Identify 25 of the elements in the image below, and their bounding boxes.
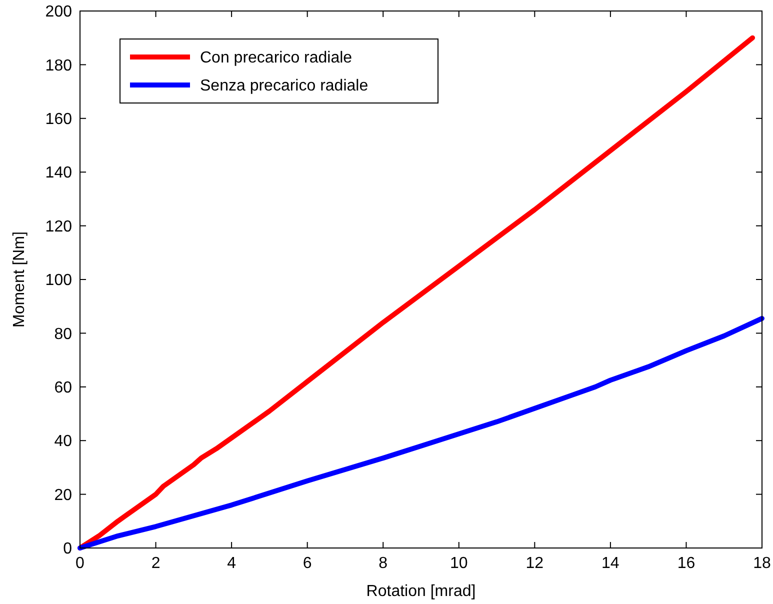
y-tick-label: 0 [63, 540, 72, 558]
y-axis-title: Moment [Nm] [11, 231, 28, 328]
x-tick-label: 6 [302, 555, 312, 572]
y-tick-label: 160 [45, 111, 72, 128]
x-tick-label: 0 [76, 555, 85, 572]
y-tick-label: 60 [54, 380, 72, 396]
legend-label: Senza precarico radiale [200, 78, 368, 95]
x-tick-label: 2 [151, 555, 160, 572]
x-tick-label: 4 [227, 555, 236, 572]
x-tick-label: 8 [378, 555, 388, 572]
x-tick-label: 10 [450, 555, 468, 572]
x-axis-title: Rotation [mrad] [366, 583, 476, 600]
x-tick-label: 12 [526, 555, 544, 572]
y-tick-label: 120 [45, 218, 72, 236]
y-tick-label: 140 [45, 164, 72, 182]
y-tick-label: 180 [45, 57, 72, 74]
y-tick-label: 40 [54, 433, 72, 450]
x-tick-label: 18 [753, 555, 771, 572]
x-tick-label: 16 [677, 555, 696, 572]
y-tick-label: 80 [54, 326, 72, 343]
y-tick-label: 100 [45, 272, 72, 290]
y-tick-label: 200 [45, 4, 72, 21]
y-tick-label: 20 [54, 486, 72, 504]
legend-label: Con precarico radiale [200, 50, 352, 67]
x-tick-label: 14 [602, 555, 620, 572]
